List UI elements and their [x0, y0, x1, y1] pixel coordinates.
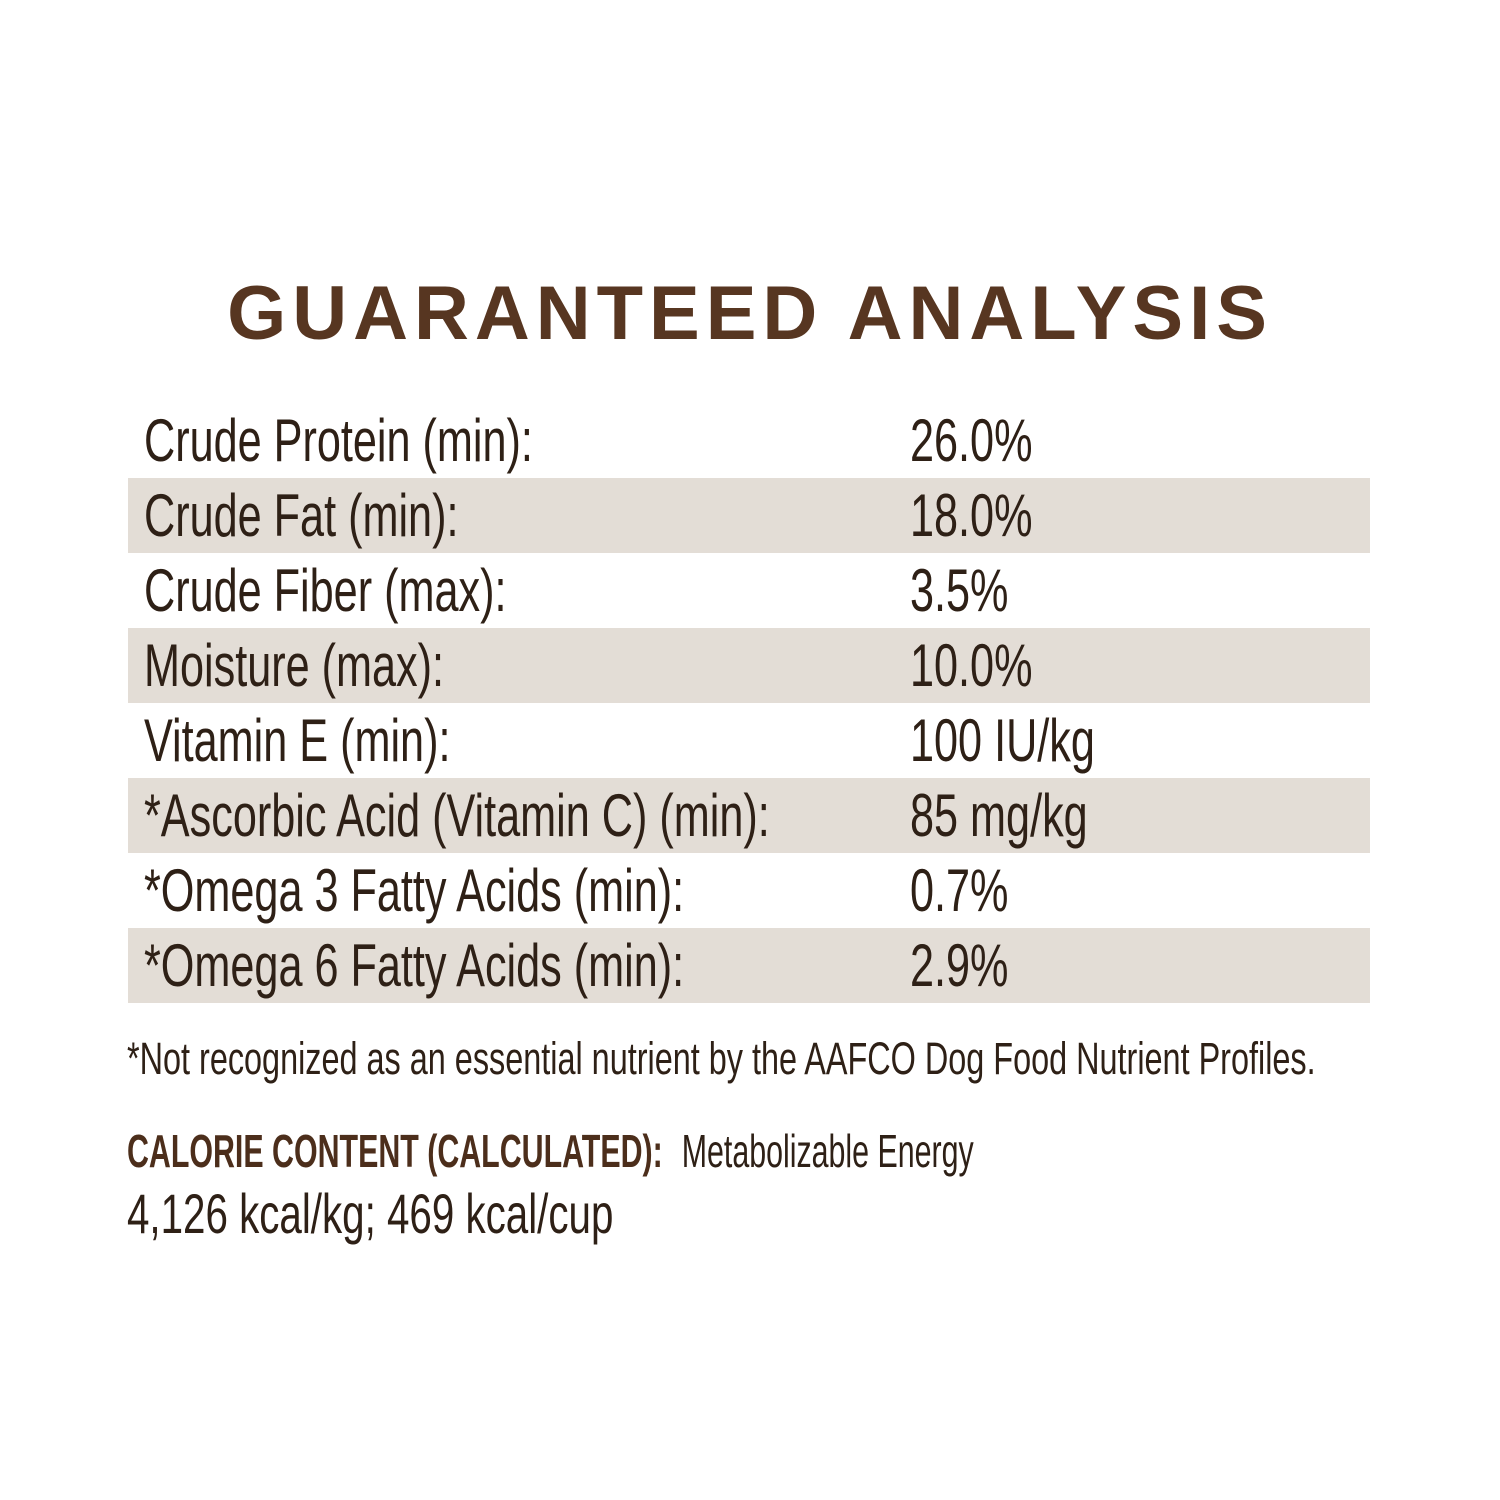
table-row: Moisture (max): 10.0%: [128, 628, 1370, 703]
row-value: 10.0%: [910, 632, 1033, 699]
calorie-subheading: Metabolizable Energy: [681, 1125, 974, 1177]
table-row: Crude Protein (min): 26.0%: [128, 403, 1370, 478]
row-value: 0.7%: [910, 857, 1009, 924]
calorie-values-line: 4,126 kcal/kg; 469 kcal/cup: [127, 1184, 803, 1244]
row-value: 18.0%: [910, 482, 1033, 549]
row-label: Vitamin E (min):: [144, 707, 451, 774]
calorie-content-line: CALORIE CONTENT (CALCULATED): Metaboliza…: [127, 1126, 974, 1176]
table-row: *Omega 6 Fatty Acids (min): 2.9%: [128, 928, 1370, 1003]
page-title: GUARANTEED ANALYSIS: [227, 271, 1273, 356]
row-label: Moisture (max):: [144, 632, 445, 699]
calorie-heading: CALORIE CONTENT (CALCULATED):: [127, 1125, 663, 1177]
row-value: 3.5%: [910, 557, 1009, 624]
table-row: *Omega 3 Fatty Acids (min): 0.7%: [128, 853, 1370, 928]
row-value: 26.0%: [910, 407, 1033, 474]
aafco-footnote: *Not recognized as an essential nutrient…: [127, 1034, 1500, 1084]
row-label: *Omega 6 Fatty Acids (min):: [144, 932, 685, 999]
table-row: Vitamin E (min): 100 IU/kg: [128, 703, 1370, 778]
row-label: Crude Fiber (max):: [144, 557, 507, 624]
table-row: *Ascorbic Acid (Vitamin C) (min): 85 mg/…: [128, 778, 1370, 853]
row-value: 2.9%: [910, 932, 1009, 999]
row-value: 85 mg/kg: [910, 782, 1088, 849]
row-value: 100 IU/kg: [910, 707, 1095, 774]
row-label: *Omega 3 Fatty Acids (min):: [144, 857, 685, 924]
footnote-text: *Not recognized as an essential nutrient…: [127, 1033, 1316, 1084]
analysis-table: Crude Protein (min): 26.0% Crude Fat (mi…: [128, 403, 1370, 1003]
row-label: Crude Protein (min):: [144, 407, 533, 474]
table-row: Crude Fiber (max): 3.5%: [128, 553, 1370, 628]
row-label: Crude Fat (min):: [144, 482, 459, 549]
calorie-values: 4,126 kcal/kg; 469 kcal/cup: [127, 1182, 614, 1245]
table-row: Crude Fat (min): 18.0%: [128, 478, 1370, 553]
row-label: *Ascorbic Acid (Vitamin C) (min):: [144, 782, 770, 849]
